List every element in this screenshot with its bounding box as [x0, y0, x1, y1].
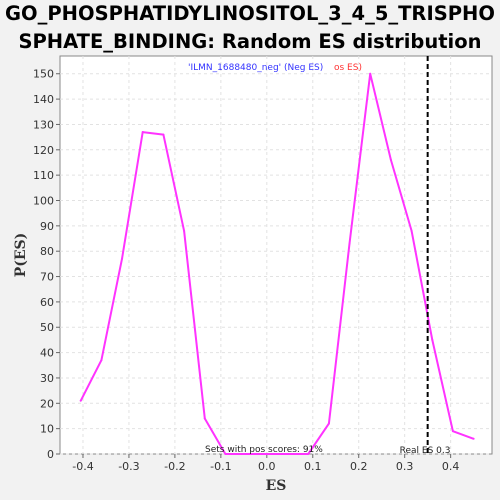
x-tick-label: 0.3: [396, 460, 414, 473]
pos-scores-annotation: Sets with pos scores: 91%: [205, 445, 323, 455]
data-point: [183, 229, 186, 232]
y-tick-label: 150: [33, 68, 54, 81]
chart-title: GO_PHOSPHATIDYLINOSITOL_3_4_5_TRISPHO SP…: [0, 0, 500, 56]
y-tick-label: 140: [33, 93, 54, 106]
x-tick-label: 0.2: [350, 460, 368, 473]
data-point: [451, 430, 454, 433]
data-point: [389, 158, 392, 161]
data-point: [327, 422, 330, 425]
data-point: [162, 133, 165, 136]
data-point: [121, 257, 124, 260]
y-tick-label: 130: [33, 118, 54, 131]
x-tick-label: -0.2: [164, 460, 185, 473]
y-tick-label: 30: [40, 372, 54, 385]
x-tick-label: -0.1: [210, 460, 231, 473]
data-point: [348, 242, 351, 245]
data-point: [431, 338, 434, 341]
x-tick-label: 0.4: [442, 460, 460, 473]
x-tick-label: 0.1: [304, 460, 322, 473]
y-tick-label: 80: [40, 245, 54, 258]
x-tick-label: -0.4: [72, 460, 93, 473]
chart-title-line-1: GO_PHOSPHATIDYLINOSITOL_3_4_5_TRISPHO: [5, 2, 495, 25]
legend-pos-es: os ES): [334, 63, 362, 73]
data-point: [100, 359, 103, 362]
y-tick-label: 120: [33, 144, 54, 157]
y-tick-label: 100: [33, 194, 54, 207]
x-tick-label: 0.0: [258, 460, 276, 473]
data-point: [141, 131, 144, 134]
plot-area: [59, 55, 493, 455]
y-tick-label: 110: [33, 169, 54, 182]
y-tick-label: 60: [40, 296, 54, 309]
x-axis-label: ES: [266, 478, 287, 494]
x-tick-label: -0.3: [118, 460, 139, 473]
chart-title-line-2: SPHATE_BINDING: Random ES distribution: [18, 30, 482, 53]
data-point: [307, 453, 310, 455]
y-tick-label: 10: [40, 423, 54, 436]
data-point: [265, 453, 268, 455]
data-point: [79, 399, 82, 402]
data-point: [410, 229, 413, 232]
data-point: [245, 453, 248, 455]
real-es-label: Real ES 0.3: [400, 446, 451, 456]
data-point: [369, 72, 372, 75]
data-point: [203, 417, 206, 420]
data-point: [472, 437, 475, 440]
y-tick-label: 20: [40, 397, 54, 410]
legend-neg-es: 'ILMN_1688480_neg' (Neg ES): [188, 63, 323, 73]
y-tick-label: 50: [40, 321, 54, 334]
data-point: [224, 453, 227, 455]
y-axis-label: P(ES): [13, 233, 29, 278]
data-point: [286, 453, 289, 455]
y-tick-label: 0: [47, 448, 54, 461]
y-tick-label: 90: [40, 220, 54, 233]
y-tick-label: 40: [40, 347, 54, 360]
y-tick-label: 70: [40, 271, 54, 284]
distribution-line: [79, 72, 474, 455]
